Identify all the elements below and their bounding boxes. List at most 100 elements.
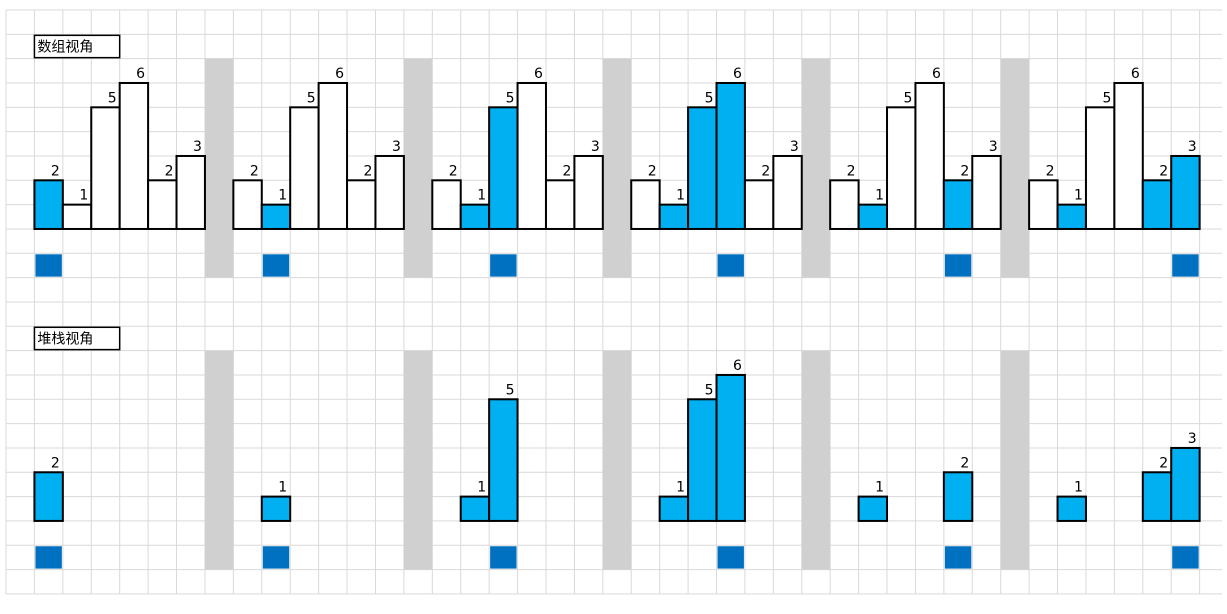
bar: [772, 154, 803, 230]
bar-label: 6: [733, 66, 742, 82]
bar: [573, 154, 604, 230]
bar-label: 5: [705, 90, 714, 106]
current-marker: [35, 254, 62, 277]
bar: [715, 81, 746, 230]
bar: [61, 203, 93, 230]
separator: [204, 58, 234, 278]
separator: [403, 350, 433, 570]
current-marker: [490, 254, 517, 277]
bar: [1113, 81, 1144, 230]
bar-label: 2: [761, 163, 770, 179]
bar-label: 3: [790, 139, 799, 155]
bar-label: 2: [1159, 455, 1168, 471]
bar-label: 6: [136, 66, 145, 82]
bar: [1170, 446, 1201, 522]
bar: [1084, 106, 1116, 230]
bar: [459, 495, 491, 522]
bar: [1170, 154, 1201, 230]
bar: [687, 106, 718, 230]
current-marker: [490, 546, 517, 569]
bar-label: 3: [989, 139, 998, 155]
current-marker: [944, 546, 972, 569]
separator: [801, 350, 831, 570]
bar: [346, 179, 377, 230]
bar-label: 1: [676, 480, 685, 496]
bar-label: 6: [534, 66, 543, 82]
bar: [1028, 179, 1059, 230]
separator: [602, 350, 632, 570]
bar: [942, 179, 974, 230]
section-label-box: [33, 34, 121, 59]
bar-label: 1: [676, 188, 685, 204]
separator: [204, 350, 234, 570]
bar: [289, 106, 320, 230]
bar-label: 5: [506, 382, 515, 398]
bar: [317, 81, 349, 230]
bar: [1141, 471, 1173, 522]
bar: [374, 154, 405, 230]
bar-label: 2: [1159, 163, 1168, 179]
bar-label: 5: [1102, 90, 1111, 106]
bar: [1141, 179, 1173, 230]
bar-label: 2: [449, 163, 458, 179]
section-title: 堆栈视角: [37, 331, 93, 347]
separator: [602, 58, 632, 278]
bar-label: 1: [1074, 188, 1083, 204]
bar: [743, 179, 775, 230]
separator: [1000, 350, 1030, 570]
bar-label: 5: [307, 90, 316, 106]
bar-label: 6: [733, 358, 742, 374]
bar-label: 1: [875, 188, 884, 204]
bar-label: 2: [165, 163, 174, 179]
bar: [33, 179, 64, 230]
bar: [232, 179, 263, 230]
current-marker: [717, 546, 744, 569]
bar: [857, 203, 889, 230]
bar-label: 2: [562, 163, 571, 179]
bar-label: 3: [392, 139, 401, 155]
bar-label: 5: [506, 90, 515, 106]
bar: [715, 373, 746, 522]
bar-label: 5: [904, 90, 913, 106]
bar-label: 3: [1188, 431, 1197, 447]
section-label-box: [33, 326, 121, 351]
bar-label: 2: [960, 455, 969, 471]
bar-label: 1: [79, 188, 88, 204]
bar-label: 2: [250, 163, 259, 179]
bar-label: 1: [477, 188, 486, 204]
bar: [516, 81, 547, 230]
bar: [857, 495, 889, 522]
bar-label: 2: [51, 455, 60, 471]
separator: [801, 58, 831, 278]
section-title: 数组视角: [37, 39, 93, 55]
bar: [431, 179, 462, 230]
bar: [914, 81, 945, 230]
bar: [175, 154, 206, 230]
bar: [459, 203, 491, 230]
bar: [829, 179, 860, 230]
bar-label: 1: [278, 188, 287, 204]
bar-label: 5: [705, 382, 714, 398]
current-marker: [262, 546, 290, 569]
bar: [971, 154, 1002, 230]
bar-label: 1: [875, 480, 884, 496]
bar: [687, 398, 718, 522]
bar: [488, 106, 519, 230]
bar-label: 1: [278, 480, 287, 496]
bar-label: 2: [648, 163, 657, 179]
bar-label: 6: [1131, 66, 1140, 82]
bar: [544, 179, 576, 230]
bar: [630, 179, 661, 230]
bar-label: 6: [932, 66, 941, 82]
bar: [147, 179, 178, 230]
bar-label: 2: [847, 163, 856, 179]
bar: [260, 203, 292, 230]
bar: [1056, 495, 1087, 522]
bar: [1056, 203, 1087, 230]
bar-label: 2: [51, 163, 60, 179]
bar-label: 1: [477, 480, 486, 496]
bar-label: 6: [335, 66, 344, 82]
separator: [403, 58, 433, 278]
current-marker: [262, 254, 290, 277]
